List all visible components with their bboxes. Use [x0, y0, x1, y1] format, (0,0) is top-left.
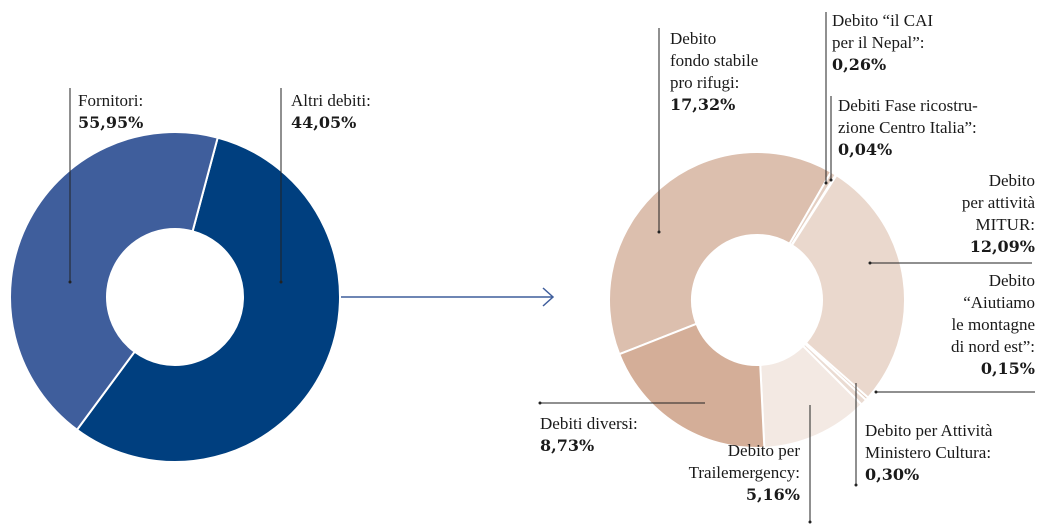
leader-dot: [657, 230, 661, 234]
arrow-head: [542, 287, 555, 307]
leader-dot: [538, 401, 542, 405]
data-label: Debito “il CAI per il Nepal”: 0,26%: [832, 10, 933, 76]
leader-dot: [808, 520, 812, 524]
data-label: Debito per Trailemergency: 5,16%: [689, 440, 800, 506]
donut-segment: [608, 151, 833, 356]
label-value: 55,95%: [78, 113, 144, 132]
donut-segment: [618, 322, 766, 449]
data-label: Altri debiti: 44,05%: [291, 90, 371, 134]
label-name: Fornitori:: [78, 91, 144, 110]
label-value: 0,26%: [832, 55, 887, 74]
donut-segment: [9, 131, 219, 432]
donut-segment: [75, 136, 341, 463]
label-name: Debito per Attività Ministero Cultura:: [865, 421, 993, 462]
leader-dot: [868, 261, 872, 265]
label-name: Debito per Trailemergency:: [688, 441, 800, 482]
leader-dot: [874, 390, 878, 394]
label-value: 0,04%: [838, 140, 893, 159]
data-label: Fornitori: 55,95%: [78, 90, 143, 134]
data-label: Debiti Fase ricostru- zione Centro Itali…: [838, 95, 978, 161]
data-label: Debito fondo stabile pro rifugi: 17,32%: [670, 28, 758, 116]
label-name: Debito fondo stabile pro rifugi:: [670, 29, 759, 92]
data-label: Debiti diversi: 8,73%: [540, 413, 638, 457]
label-name: Debiti diversi:: [540, 414, 638, 433]
label-value: 8,73%: [540, 436, 595, 455]
label-name: Debito “Aiutiamo le montagne di nord est…: [950, 271, 1035, 356]
leader-dot: [824, 181, 828, 185]
label-value: 0,30%: [865, 465, 920, 484]
label-value: 12,09%: [969, 237, 1035, 256]
label-value: 17,32%: [670, 95, 736, 114]
leader-dot: [279, 280, 283, 284]
data-label: Debito per Attività Ministero Cultura: 0,…: [865, 420, 992, 486]
leader-dot: [68, 280, 72, 284]
donut-segment: [790, 173, 906, 400]
label-name: Debiti Fase ricostru- zione Centro Itali…: [838, 96, 978, 137]
label-name: Debito per attività MITUR:: [961, 171, 1035, 234]
label-name: Debito “il CAI per il Nepal”:: [832, 11, 934, 52]
data-label: Debito “Aiutiamo le montagne di nord est…: [951, 270, 1035, 380]
label-value: 0,15%: [980, 359, 1035, 378]
leader-dot: [829, 178, 833, 182]
label-value: 44,05%: [291, 113, 357, 132]
label-name: Altri debiti:: [291, 91, 371, 110]
label-value: 5,16%: [745, 485, 800, 504]
leader-dot: [854, 483, 858, 487]
data-label: Debito per attività MITUR: 12,09%: [962, 170, 1035, 258]
